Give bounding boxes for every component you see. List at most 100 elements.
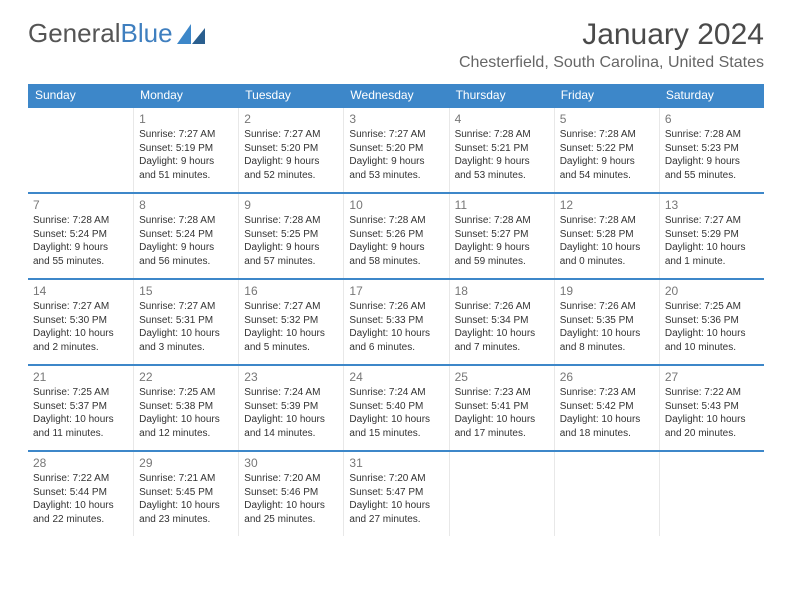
day-info-line: and 52 minutes. bbox=[244, 169, 338, 183]
day-info-line: Sunrise: 7:24 AM bbox=[349, 386, 443, 400]
day-info-line: Sunset: 5:25 PM bbox=[244, 228, 338, 242]
day-number: 7 bbox=[33, 197, 128, 213]
weekday-header-row: SundayMondayTuesdayWednesdayThursdayFrid… bbox=[28, 84, 764, 106]
day-info-line: Sunrise: 7:27 AM bbox=[665, 214, 759, 228]
header: GeneralBlue January 2024 Chesterfield, S… bbox=[0, 0, 792, 76]
day-info-line: Sunset: 5:45 PM bbox=[139, 486, 233, 500]
day-info-line: Sunset: 5:22 PM bbox=[560, 142, 654, 156]
day-info-line: Sunset: 5:34 PM bbox=[455, 314, 549, 328]
day-info-line: Daylight: 9 hours bbox=[349, 155, 443, 169]
week-row: 14Sunrise: 7:27 AMSunset: 5:30 PMDayligh… bbox=[28, 278, 764, 364]
day-number: 12 bbox=[560, 197, 654, 213]
day-info-line: Sunrise: 7:23 AM bbox=[455, 386, 549, 400]
day-info-line: Sunset: 5:28 PM bbox=[560, 228, 654, 242]
day-number: 2 bbox=[244, 111, 338, 127]
day-cell: 3Sunrise: 7:27 AMSunset: 5:20 PMDaylight… bbox=[343, 108, 448, 192]
day-cell: 19Sunrise: 7:26 AMSunset: 5:35 PMDayligh… bbox=[554, 280, 659, 364]
day-number: 8 bbox=[139, 197, 233, 213]
logo-text-2: Blue bbox=[121, 18, 173, 49]
day-info-line: and 20 minutes. bbox=[665, 427, 759, 441]
day-info-line: Daylight: 10 hours bbox=[139, 413, 233, 427]
day-info-line: and 53 minutes. bbox=[349, 169, 443, 183]
day-info-line: Daylight: 9 hours bbox=[33, 241, 128, 255]
day-info-line: Sunrise: 7:22 AM bbox=[665, 386, 759, 400]
day-number: 27 bbox=[665, 369, 759, 385]
weekday-header: Tuesday bbox=[238, 84, 343, 106]
day-number: 24 bbox=[349, 369, 443, 385]
day-number: 16 bbox=[244, 283, 338, 299]
day-cell: 29Sunrise: 7:21 AMSunset: 5:45 PMDayligh… bbox=[133, 452, 238, 536]
day-info-line: Sunrise: 7:20 AM bbox=[349, 472, 443, 486]
day-info-line: Sunrise: 7:27 AM bbox=[33, 300, 128, 314]
day-info-line: Daylight: 10 hours bbox=[349, 327, 443, 341]
day-info-line: Sunset: 5:37 PM bbox=[33, 400, 128, 414]
week-row: 1Sunrise: 7:27 AMSunset: 5:19 PMDaylight… bbox=[28, 106, 764, 192]
day-info-line: Sunrise: 7:26 AM bbox=[560, 300, 654, 314]
day-info-line: Daylight: 9 hours bbox=[139, 241, 233, 255]
day-info-line: Sunset: 5:30 PM bbox=[33, 314, 128, 328]
day-cell: 9Sunrise: 7:28 AMSunset: 5:25 PMDaylight… bbox=[238, 194, 343, 278]
location: Chesterfield, South Carolina, United Sta… bbox=[459, 54, 764, 72]
day-info-line: and 23 minutes. bbox=[139, 513, 233, 527]
day-info-line: Sunrise: 7:27 AM bbox=[349, 128, 443, 142]
day-info-line: Sunrise: 7:23 AM bbox=[560, 386, 654, 400]
day-info-line: Sunrise: 7:21 AM bbox=[139, 472, 233, 486]
day-info-line: Daylight: 10 hours bbox=[455, 413, 549, 427]
day-info-line: Daylight: 10 hours bbox=[560, 327, 654, 341]
day-info-line: Daylight: 10 hours bbox=[244, 413, 338, 427]
day-cell bbox=[659, 452, 764, 536]
day-info-line: Daylight: 10 hours bbox=[665, 327, 759, 341]
day-info-line: Daylight: 10 hours bbox=[33, 413, 128, 427]
day-cell: 15Sunrise: 7:27 AMSunset: 5:31 PMDayligh… bbox=[133, 280, 238, 364]
day-cell: 10Sunrise: 7:28 AMSunset: 5:26 PMDayligh… bbox=[343, 194, 448, 278]
day-info-line: Daylight: 10 hours bbox=[665, 413, 759, 427]
day-number: 26 bbox=[560, 369, 654, 385]
day-number: 15 bbox=[139, 283, 233, 299]
day-cell: 30Sunrise: 7:20 AMSunset: 5:46 PMDayligh… bbox=[238, 452, 343, 536]
day-info-line: Sunrise: 7:28 AM bbox=[560, 214, 654, 228]
day-info-line: Sunset: 5:41 PM bbox=[455, 400, 549, 414]
day-number: 18 bbox=[455, 283, 549, 299]
day-number: 13 bbox=[665, 197, 759, 213]
day-info-line: and 2 minutes. bbox=[33, 341, 128, 355]
day-info-line: and 7 minutes. bbox=[455, 341, 549, 355]
day-info-line: and 8 minutes. bbox=[560, 341, 654, 355]
day-info-line: and 11 minutes. bbox=[33, 427, 128, 441]
day-info-line: and 12 minutes. bbox=[139, 427, 233, 441]
day-info-line: Sunset: 5:24 PM bbox=[33, 228, 128, 242]
day-info-line: Daylight: 10 hours bbox=[349, 413, 443, 427]
day-cell: 14Sunrise: 7:27 AMSunset: 5:30 PMDayligh… bbox=[28, 280, 133, 364]
day-info-line: Sunrise: 7:27 AM bbox=[139, 300, 233, 314]
day-info-line: Sunset: 5:33 PM bbox=[349, 314, 443, 328]
day-info-line: Daylight: 10 hours bbox=[139, 499, 233, 513]
day-info-line: and 22 minutes. bbox=[33, 513, 128, 527]
day-info-line: and 5 minutes. bbox=[244, 341, 338, 355]
day-info-line: Daylight: 10 hours bbox=[33, 499, 128, 513]
day-info-line: Sunset: 5:47 PM bbox=[349, 486, 443, 500]
day-info-line: Sunset: 5:20 PM bbox=[349, 142, 443, 156]
day-number: 28 bbox=[33, 455, 128, 471]
day-info-line: Daylight: 10 hours bbox=[665, 241, 759, 255]
day-info-line: Sunset: 5:42 PM bbox=[560, 400, 654, 414]
day-info-line: Sunset: 5:46 PM bbox=[244, 486, 338, 500]
day-info-line: Sunrise: 7:28 AM bbox=[665, 128, 759, 142]
day-info-line: Sunset: 5:26 PM bbox=[349, 228, 443, 242]
day-cell: 11Sunrise: 7:28 AMSunset: 5:27 PMDayligh… bbox=[449, 194, 554, 278]
day-cell bbox=[28, 108, 133, 192]
day-info-line: Sunrise: 7:28 AM bbox=[455, 214, 549, 228]
day-info-line: Sunrise: 7:28 AM bbox=[244, 214, 338, 228]
day-info-line: Sunset: 5:31 PM bbox=[139, 314, 233, 328]
day-info-line: Sunrise: 7:25 AM bbox=[33, 386, 128, 400]
day-info-line: Sunset: 5:23 PM bbox=[665, 142, 759, 156]
day-cell: 26Sunrise: 7:23 AMSunset: 5:42 PMDayligh… bbox=[554, 366, 659, 450]
day-number: 11 bbox=[455, 197, 549, 213]
day-info-line: Sunset: 5:21 PM bbox=[455, 142, 549, 156]
day-info-line: Daylight: 10 hours bbox=[560, 413, 654, 427]
day-info-line: Sunrise: 7:27 AM bbox=[244, 128, 338, 142]
day-info-line: Daylight: 9 hours bbox=[244, 155, 338, 169]
weekday-header: Sunday bbox=[28, 84, 133, 106]
day-cell: 12Sunrise: 7:28 AMSunset: 5:28 PMDayligh… bbox=[554, 194, 659, 278]
day-number: 5 bbox=[560, 111, 654, 127]
day-cell: 16Sunrise: 7:27 AMSunset: 5:32 PMDayligh… bbox=[238, 280, 343, 364]
day-info-line: and 3 minutes. bbox=[139, 341, 233, 355]
